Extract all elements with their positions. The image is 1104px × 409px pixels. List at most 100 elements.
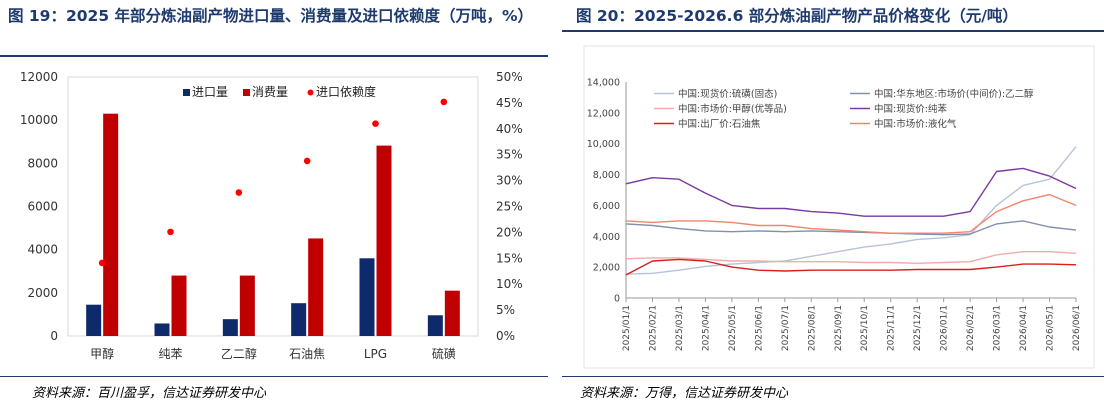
series-line-3 [625, 250, 1077, 264]
y-tick-label: 2000 [27, 286, 58, 300]
figure-19-panel: 图 19：2025 年部分炼油副产物进口量、消费量及进口依赖度（万吨，%） 0 2… [0, 0, 548, 409]
plot-area [67, 76, 479, 337]
figure-19-title-rule [0, 55, 548, 57]
bar-import [86, 304, 102, 336]
bar-consumption [376, 145, 392, 336]
x-tick-label: 2025/09/1 [834, 305, 844, 351]
y-tick-label: 8,000 [593, 170, 620, 181]
x-tick-label: 硫磺 [432, 346, 456, 361]
bar-import [291, 303, 307, 336]
x-tick-label: 2025/08/1 [807, 305, 817, 351]
y2-tick-label: 20% [496, 225, 523, 239]
dependency-point [303, 157, 311, 165]
y-tick-label: 4,000 [593, 232, 620, 243]
legend-label: 中国:市场价:甲醇(优等品) [678, 103, 787, 115]
legend-label: 中国:现货价:纯苯 [874, 103, 947, 115]
bar-consumption [103, 113, 119, 336]
figure-20-source: 资料来源：万得，信达证券研发中心 [580, 386, 789, 401]
y-tick-label: 8000 [27, 156, 58, 170]
x-tick-label: 2025/03/1 [675, 305, 685, 351]
x-tick-label: 2025/01/1 [622, 305, 632, 351]
x-tick-label: 石油焦 [289, 347, 325, 361]
y-tick-label: 2,000 [593, 263, 620, 274]
bar-import [359, 258, 375, 336]
legend-label: 中国:出厂价:石油焦 [678, 118, 761, 130]
y-tick-label: 6000 [27, 200, 58, 214]
x-tick-label: LPG [364, 347, 387, 361]
bar-consumption [239, 275, 255, 336]
dependency-point [372, 120, 379, 127]
x-tick-label: 2026/03/1 [993, 305, 1003, 351]
y2-tick-label: 10% [496, 277, 523, 291]
y2-tick-label: 0% [496, 329, 515, 343]
y2-tick-label: 30% [496, 174, 523, 188]
bar-consumption [444, 290, 460, 336]
x-tick-label: 乙二醇 [221, 346, 257, 361]
bar-import [427, 315, 443, 336]
series-line-6 [625, 193, 1077, 234]
y-tick-label: 4000 [27, 243, 58, 257]
x-tick-label: 2025/06/1 [754, 305, 764, 351]
x-tick-label: 2026/04/1 [1019, 305, 1029, 351]
dependency-point [440, 98, 448, 106]
dependency-point [167, 228, 174, 236]
y-tick-label: 12,000 [587, 108, 620, 119]
y2-tick-label: 50% [496, 70, 523, 84]
legend-marker [307, 89, 314, 96]
legend-label: 进口依赖度 [316, 84, 376, 99]
y2-tick-label: 5% [496, 303, 515, 317]
figure-20-title-rule [562, 30, 1104, 32]
figure-20-source-rule [562, 376, 1104, 377]
y2-tick-label: 35% [496, 148, 523, 162]
figure-19-chart: 0 2000 4000 6000 8000 10000 12000 0% 5% 10% 15% 20%… [20, 70, 523, 361]
y-tick-label: 12000 [20, 70, 58, 84]
y2-tick-label: 25% [496, 200, 523, 214]
y-tick-label: 0 [50, 329, 58, 343]
figure-20-chart: 0 2,000 4,000 6,000 8,000 10,000 12,000 14,000 2… [583, 45, 1095, 369]
legend-label: 中国:市场价:液化气 [874, 118, 957, 130]
x-tick-label: 2025/11/1 [887, 305, 897, 351]
x-tick-label: 2025/10/1 [860, 305, 870, 351]
y2-tick-label: 15% [496, 251, 523, 265]
figure-19-title: 图 19：2025 年部分炼油副产物进口量、消费量及进口依赖度（万吨，%） [8, 7, 534, 25]
bar-import [222, 319, 238, 336]
dependency-point [235, 189, 243, 196]
chart-frame [583, 45, 1095, 369]
x-tick-label: 2025/02/1 [648, 305, 658, 351]
x-tick-label: 2025/12/1 [913, 305, 923, 351]
x-tick-label: 2026/01/1 [940, 305, 950, 351]
legend-label: 中国:现货价:硫磺(固态) [678, 88, 777, 100]
y-tick-label: 10000 [20, 113, 58, 127]
series-line-2 [625, 220, 1077, 236]
legend-label: 消费量 [252, 85, 288, 99]
x-tick-label: 2026/05/1 [1046, 305, 1056, 351]
dependency-point [98, 259, 106, 267]
legend-label: 中国:华东地区:市场价(中间价):乙二醇 [874, 88, 1034, 100]
legend-swatch [183, 89, 190, 96]
x-tick-label: 2026/02/1 [966, 305, 976, 351]
x-tick-label: 纯苯 [158, 347, 182, 361]
figure-19-source: 资料来源：百川盈孚，信达证券研发中心 [32, 386, 267, 401]
figure-20-panel: 图 20：2025-2026.6 部分炼油副产物产品价格变化（元/吨） 0 2,0… [562, 0, 1104, 409]
series-line-1 [625, 146, 1077, 275]
legend-swatch [243, 89, 250, 96]
bar-consumption [171, 275, 187, 336]
x-tick-label: 2025/05/1 [728, 305, 738, 351]
series-line-4 [625, 167, 1077, 217]
y2-tick-label: 40% [496, 122, 523, 136]
y-tick-label: 6,000 [593, 201, 620, 212]
y-tick-label: 0 [614, 294, 620, 305]
bar-import [154, 323, 170, 336]
x-tick-label: 2025/07/1 [781, 305, 791, 351]
legend-label: 进口量 [192, 85, 228, 99]
x-tick-label: 2026/06/1 [1072, 305, 1082, 351]
y-tick-label: 14,000 [587, 78, 620, 89]
x-tick-label: 甲醇 [90, 346, 114, 361]
figure-20-title: 图 20：2025-2026.6 部分炼油副产物产品价格变化（元/吨） [576, 7, 1018, 25]
series-line-5 [625, 258, 1077, 276]
y2-tick-label: 45% [496, 96, 523, 110]
bar-consumption [308, 238, 324, 336]
figure-19-source-rule [0, 376, 548, 377]
y-tick-label: 10,000 [587, 139, 620, 150]
x-tick-label: 2025/04/1 [701, 305, 711, 351]
